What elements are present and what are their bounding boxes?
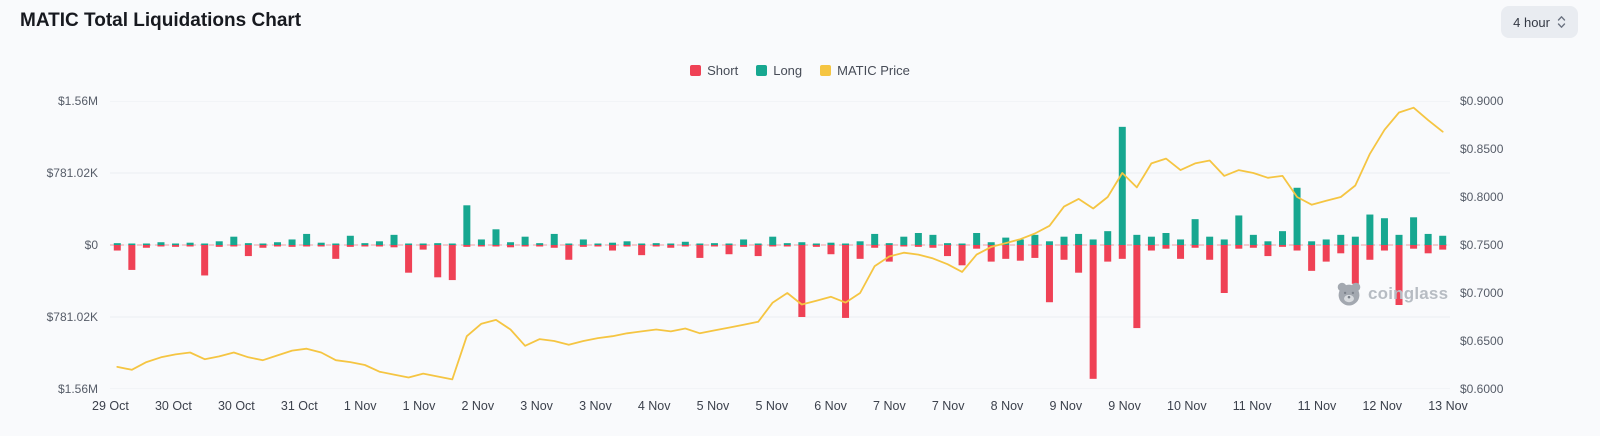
y-right-tick-label: $0.9000 <box>1460 94 1504 108</box>
y-left-tick-label: $1.56M <box>57 382 98 396</box>
x-tick-label: 13 Nov <box>1428 399 1468 413</box>
y-right-tick-label: $0.8500 <box>1460 142 1504 156</box>
legend-label: MATIC Price <box>837 63 910 78</box>
y-right-tick-label: $0.8000 <box>1460 190 1504 204</box>
x-tick-label: 29 Oct <box>92 399 129 413</box>
x-tick-label: 9 Nov <box>1049 399 1083 413</box>
y-right-tick-label: $0.6500 <box>1460 334 1504 348</box>
x-tick-label: 4 Nov <box>637 399 671 413</box>
x-tick-label: 7 Nov <box>873 399 906 413</box>
legend-item-long[interactable]: Long <box>756 63 802 78</box>
x-tick-label: 9 Nov <box>1108 399 1141 413</box>
interval-select[interactable]: 4 hour <box>1501 6 1578 38</box>
x-tick-label: 11 Nov <box>1232 399 1272 413</box>
x-tick-label: 5 Nov <box>696 399 730 413</box>
x-tick-label: 1 Nov <box>343 399 377 413</box>
x-tick-label: 3 Nov <box>579 399 612 413</box>
legend: Short Long MATIC Price <box>0 63 1600 78</box>
x-tick-label: 7 Nov <box>931 399 965 413</box>
x-tick-label: 11 Nov <box>1297 399 1337 413</box>
legend-swatch <box>820 65 832 76</box>
y-right-tick-label: $0.7000 <box>1460 286 1504 300</box>
x-axis: 29 Oct 30 Oct 30 Oct 31 Oct 1 Nov 1 Nov 2 Nov 3… <box>92 399 1468 413</box>
x-tick-label: 30 Oct <box>217 399 255 413</box>
y-axis-right: $0.9000 $0.8500 $0.8000 $0.7500 $0.7000 $0.65… <box>1460 94 1550 396</box>
legend-swatch <box>756 65 768 76</box>
chevron-updown-icon <box>1557 16 1566 28</box>
y-left-tick-label: $1.56M <box>57 94 98 108</box>
x-tick-label: 2 Nov <box>461 399 495 413</box>
y-left-tick-label: $781.02K <box>46 310 98 324</box>
y-right-tick-label: $0.7500 <box>1460 238 1504 252</box>
y-axis-left: $1.56M $781.02K $0 $781.02K $1.56M <box>0 94 98 396</box>
x-tick-label: 8 Nov <box>990 399 1024 413</box>
x-tick-label: 10 Nov <box>1167 399 1207 413</box>
plot-area[interactable] <box>110 100 1450 390</box>
legend-label: Short <box>707 63 739 78</box>
liquidations-chart[interactable] <box>110 100 1450 390</box>
legend-item-short[interactable]: Short <box>690 63 738 78</box>
legend-swatch <box>690 65 702 76</box>
x-tick-label: 30 Oct <box>154 399 192 413</box>
legend-item-matic-price[interactable]: MATIC Price <box>820 63 910 78</box>
y-left-tick-label: $0 <box>84 238 98 252</box>
x-tick-label: 6 Nov <box>814 399 847 413</box>
x-tick-label: 1 Nov <box>402 399 436 413</box>
legend-label: Long <box>773 63 803 78</box>
x-tick-label: 5 Nov <box>755 399 789 413</box>
y-left-tick-label: $781.02K <box>46 166 98 180</box>
x-tick-label: 3 Nov <box>520 399 553 413</box>
x-tick-label: 31 Oct <box>280 399 318 413</box>
page-title: MATIC Total Liquidations Chart <box>20 10 302 31</box>
y-right-tick-label: $0.6000 <box>1460 382 1504 396</box>
x-tick-label: 12 Nov <box>1362 399 1403 413</box>
interval-select-value: 4 hour <box>1513 14 1550 30</box>
